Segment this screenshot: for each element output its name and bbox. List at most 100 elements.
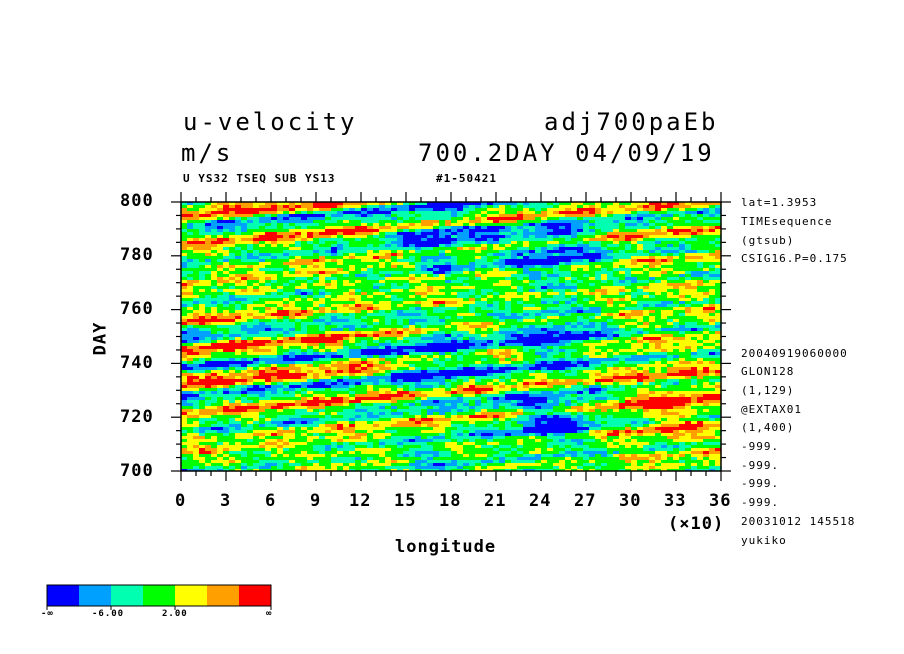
- heatmap-cell: [277, 298, 284, 302]
- heatmap-cell: [181, 313, 188, 317]
- heatmap-cell: [565, 310, 572, 314]
- heatmap-cell: [601, 265, 608, 269]
- heatmap-cell: [445, 355, 452, 359]
- heatmap-cell: [427, 223, 434, 227]
- heatmap-cell: [679, 307, 686, 311]
- heatmap-cell: [295, 310, 302, 314]
- heatmap-cell: [541, 295, 548, 299]
- heatmap-cell: [631, 250, 638, 254]
- heatmap-cell: [643, 217, 650, 221]
- heatmap-cell: [649, 277, 656, 281]
- heatmap-cell: [535, 259, 542, 263]
- heatmap-cell: [457, 358, 464, 362]
- heatmap-cell: [649, 328, 656, 332]
- heatmap-cell: [553, 325, 560, 329]
- heatmap-cell: [223, 256, 230, 260]
- heatmap-cell: [325, 229, 332, 233]
- heatmap-cell: [247, 331, 254, 335]
- heatmap-cell: [265, 316, 272, 320]
- heatmap-cell: [445, 277, 452, 281]
- heatmap-cell: [637, 235, 644, 239]
- heatmap-cell: [685, 280, 692, 284]
- heatmap-cell: [319, 244, 326, 248]
- heatmap-cell: [247, 220, 254, 224]
- heatmap-cell: [397, 289, 404, 293]
- heatmap-cell: [637, 328, 644, 332]
- heatmap-cell: [541, 364, 548, 368]
- heatmap-cell: [613, 334, 620, 338]
- heatmap-cell: [379, 244, 386, 248]
- heatmap-cell: [475, 316, 482, 320]
- heatmap-cell: [253, 226, 260, 230]
- heatmap-cell: [703, 235, 710, 239]
- heatmap-cell: [385, 328, 392, 332]
- heatmap-cell: [637, 268, 644, 272]
- heatmap-cell: [205, 307, 212, 311]
- heatmap-cell: [253, 322, 260, 326]
- heatmap-cell: [577, 202, 584, 206]
- heatmap-cell: [433, 265, 440, 269]
- heatmap-cell: [715, 238, 722, 242]
- heatmap-cell: [319, 250, 326, 254]
- heatmap-cell: [385, 274, 392, 278]
- heatmap-cell: [643, 358, 650, 362]
- heatmap-cell: [445, 328, 452, 332]
- heatmap-cell: [433, 289, 440, 293]
- heatmap-cell: [607, 217, 614, 221]
- heatmap-cell: [289, 253, 296, 257]
- heatmap-cell: [301, 367, 308, 371]
- heatmap-cell: [589, 280, 596, 284]
- heatmap-cell: [319, 304, 326, 308]
- heatmap-cell: [193, 244, 200, 248]
- heatmap-cell: [199, 307, 206, 311]
- heatmap-cell: [649, 232, 656, 236]
- heatmap-cell: [547, 274, 554, 278]
- heatmap-cell: [361, 250, 368, 254]
- heatmap-cell: [193, 220, 200, 224]
- heatmap-cell: [583, 217, 590, 221]
- heatmap-cell: [613, 280, 620, 284]
- heatmap-cell: [421, 319, 428, 323]
- heatmap-cell: [673, 313, 680, 317]
- heatmap-cell: [217, 235, 224, 239]
- heatmap-cell: [637, 229, 644, 233]
- heatmap-cell: [715, 286, 722, 290]
- heatmap-cell: [205, 304, 212, 308]
- heatmap-cell: [589, 202, 596, 206]
- heatmap-cell: [271, 232, 278, 236]
- heatmap-cell: [553, 229, 560, 233]
- heatmap-cell: [313, 349, 320, 353]
- heatmap-cell: [643, 340, 650, 344]
- heatmap-cell: [301, 322, 308, 326]
- heatmap-cell: [421, 265, 428, 269]
- heatmap-cell: [619, 214, 626, 218]
- heatmap-cell: [367, 280, 374, 284]
- heatmap-cell: [235, 265, 242, 269]
- heatmap-cell: [181, 208, 188, 212]
- heatmap-cell: [601, 220, 608, 224]
- heatmap-cell: [469, 259, 476, 263]
- heatmap-cell: [445, 202, 452, 206]
- heatmap-cell: [463, 211, 470, 215]
- heatmap-cell: [559, 298, 566, 302]
- heatmap-cell: [445, 349, 452, 353]
- heatmap-cell: [481, 301, 488, 305]
- heatmap-cell: [235, 211, 242, 215]
- heatmap-cell: [223, 235, 230, 239]
- heatmap-cell: [211, 310, 218, 314]
- heatmap-cell: [277, 232, 284, 236]
- heatmap-cell: [433, 202, 440, 206]
- heatmap-cell: [679, 241, 686, 245]
- heatmap-cell: [289, 247, 296, 251]
- heatmap-cell: [715, 223, 722, 227]
- heatmap-cell: [427, 235, 434, 239]
- heatmap-cell: [187, 247, 194, 251]
- heatmap-cell: [397, 355, 404, 359]
- heatmap-cell: [241, 358, 248, 362]
- heatmap-cell: [223, 262, 230, 266]
- heatmap-cell: [205, 352, 212, 356]
- heatmap-cell: [385, 295, 392, 299]
- heatmap-cell: [499, 307, 506, 311]
- heatmap-cell: [547, 304, 554, 308]
- heatmap-cell: [493, 331, 500, 335]
